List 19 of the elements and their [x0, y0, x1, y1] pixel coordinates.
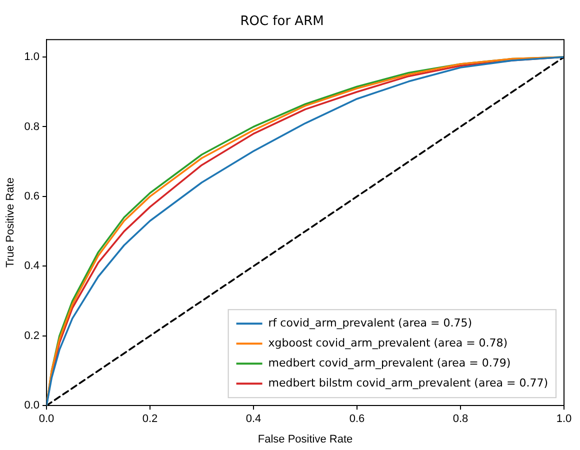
x-tick-label: 0.0: [38, 413, 54, 426]
legend-label: rf covid_arm_prevalent (area = 0.75): [268, 316, 472, 330]
y-tick-label: 0.2: [24, 330, 40, 342]
y-tick-label: 0.0: [24, 400, 40, 412]
legend-label: xgboost covid_arm_prevalent (area = 0.78): [268, 336, 508, 350]
x-tick-label: 1.0: [556, 413, 572, 426]
legend-label: medbert covid_arm_prevalent (area = 0.79): [268, 356, 511, 370]
legend-label: medbert bilstm covid_arm_prevalent (area = 0.77): [268, 376, 548, 390]
y-tick-label: 1.0: [24, 51, 40, 64]
x-tick-label: 0.4: [246, 413, 262, 426]
y-axis-title: True Positive Rate: [4, 178, 17, 268]
x-tick-label: 0.8: [452, 413, 468, 426]
x-tick-label: 0.6: [349, 413, 365, 426]
y-tick-label: 0.8: [24, 120, 40, 133]
x-tick-label: 0.2: [142, 413, 158, 426]
x-axis-title: False Positive Rate: [258, 433, 353, 446]
y-tick-label: 0.6: [24, 190, 40, 202]
chart-title: ROC for ARM: [240, 14, 324, 30]
y-tick-label: 0.4: [24, 260, 40, 272]
